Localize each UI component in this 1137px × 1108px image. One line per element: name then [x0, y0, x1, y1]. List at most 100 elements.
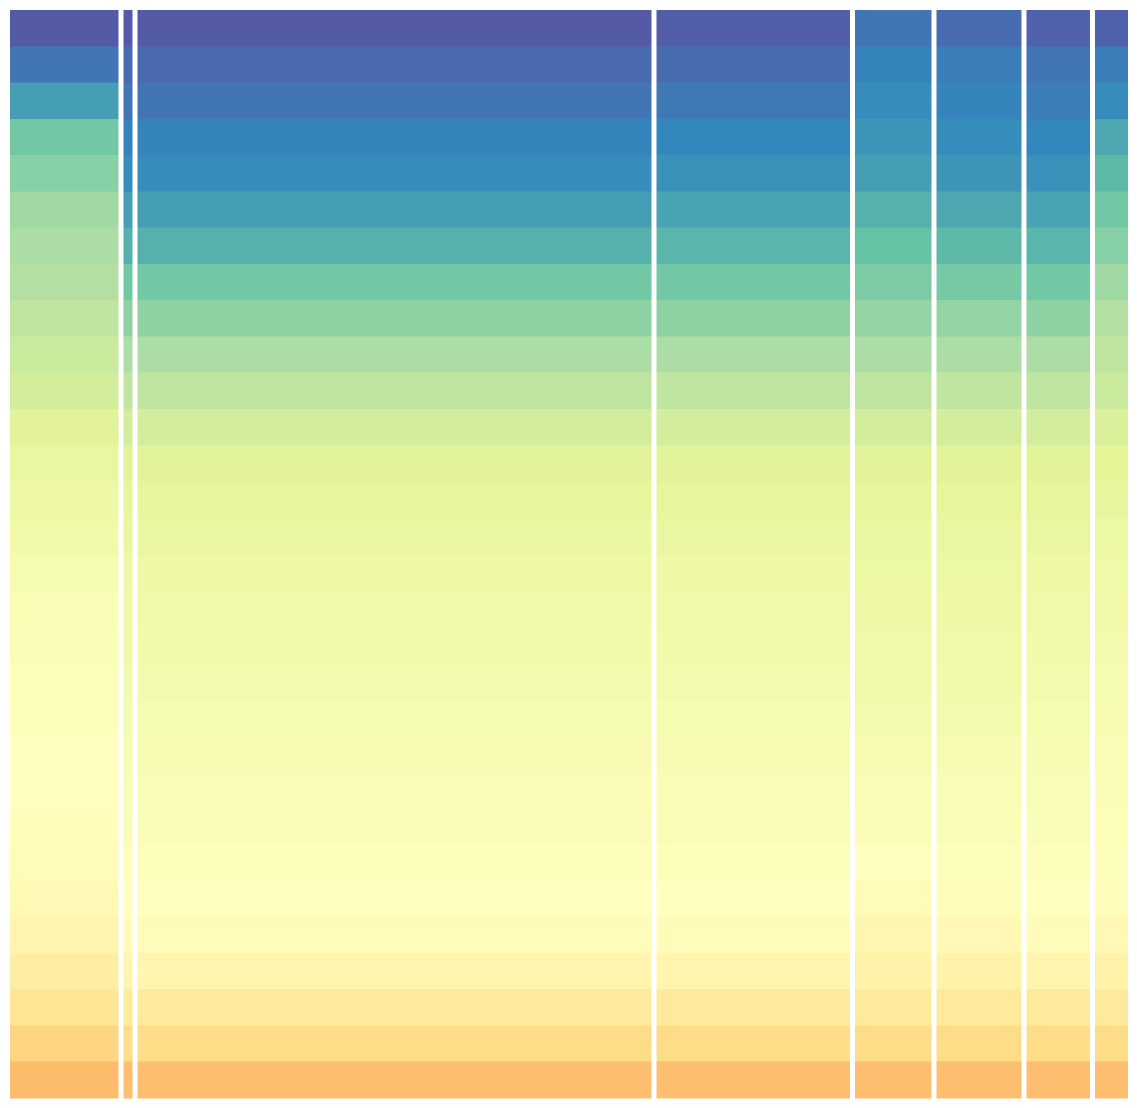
heatmap-cell — [936, 336, 1022, 374]
heatmap-cell — [10, 155, 119, 192]
heatmap-cell — [1094, 807, 1128, 845]
heatmap-cell — [1026, 155, 1090, 192]
heatmap-cell — [1094, 952, 1128, 990]
heatmap-cell — [123, 880, 133, 918]
heatmap-cell — [936, 626, 1022, 664]
heatmap-cell — [855, 807, 932, 845]
heatmap-cell — [137, 807, 652, 845]
heatmap-cell — [1094, 844, 1128, 881]
heatmap-cell — [1026, 590, 1090, 628]
heatmap-cell — [1026, 1061, 1090, 1099]
heatmap-cell — [1026, 952, 1090, 990]
heatmap-cell — [936, 300, 1022, 337]
heatmap-cell — [137, 82, 652, 120]
heatmap-cell — [936, 554, 1022, 591]
heatmap-cell — [137, 191, 652, 229]
heatmap-cell — [137, 916, 652, 954]
heatmap-cell — [1026, 735, 1090, 773]
heatmap-cell — [656, 662, 851, 700]
heatmap-cell — [137, 481, 652, 519]
heatmap-cell — [855, 626, 932, 664]
heatmap-cell — [936, 1025, 1022, 1063]
heatmap-cell — [1094, 916, 1128, 954]
heatmap-cell — [10, 300, 119, 337]
heatmap-cell — [656, 336, 851, 374]
heatmap-cell — [1094, 1061, 1128, 1099]
heatmap-cell — [855, 46, 932, 84]
heatmap-cell — [123, 517, 133, 555]
heatmap-cell — [1094, 989, 1128, 1026]
heatmap-cell — [123, 372, 133, 410]
heatmap-cell — [936, 118, 1022, 156]
heatmap-cell — [10, 1061, 119, 1099]
heatmap-cell — [137, 263, 652, 301]
heatmap-cell — [855, 916, 932, 954]
heatmap-cell — [855, 155, 932, 192]
heatmap-cell — [10, 372, 119, 410]
heatmap-cell — [123, 844, 133, 881]
heatmap-cell — [137, 517, 652, 555]
heatmap-cell — [1094, 227, 1128, 265]
heatmap-cell — [855, 662, 932, 700]
heatmap-cell — [10, 481, 119, 519]
heatmap-cell — [123, 336, 133, 374]
heatmap-cell — [855, 372, 932, 410]
heatmap-cell — [936, 844, 1022, 881]
heatmap-cell — [137, 445, 652, 482]
heatmap-cell — [123, 590, 133, 628]
heatmap-cell — [1026, 300, 1090, 337]
heatmap-cell — [137, 989, 652, 1026]
heatmap-cell — [1026, 82, 1090, 120]
heatmap-cell — [1094, 372, 1128, 410]
heatmap-cell — [137, 408, 652, 446]
heatmap-cell — [1026, 880, 1090, 918]
heatmap-cell — [10, 626, 119, 664]
heatmap-cell — [936, 952, 1022, 990]
heatmap-cell — [1094, 699, 1128, 736]
heatmap-cell — [1094, 10, 1128, 47]
heatmap-cell — [1026, 10, 1090, 47]
heatmap-cell — [10, 554, 119, 591]
heatmap-cell — [656, 46, 851, 84]
heatmap-cell — [1026, 626, 1090, 664]
heatmap-cell — [656, 155, 851, 192]
heatmap-cell — [1026, 989, 1090, 1026]
heatmap-cell — [1094, 735, 1128, 773]
heatmap-cell — [656, 1025, 851, 1063]
heatmap-cell — [1026, 517, 1090, 555]
heatmap-cell — [656, 300, 851, 337]
heatmap-cell — [10, 807, 119, 845]
heatmap-cell — [10, 916, 119, 954]
heatmap-cell — [1094, 408, 1128, 446]
heatmap-cell — [855, 880, 932, 918]
heatmap-cell — [10, 1025, 119, 1063]
heatmap-cell — [936, 372, 1022, 410]
heatmap-cell — [10, 590, 119, 628]
heatmap-cell — [1026, 46, 1090, 84]
heatmap-cell — [137, 590, 652, 628]
heatmap-cell — [10, 445, 119, 482]
heatmap-cell — [123, 554, 133, 591]
heatmap-cell — [10, 336, 119, 374]
heatmap-cell — [855, 952, 932, 990]
heatmap-cell — [936, 662, 1022, 700]
heatmap-cell — [855, 699, 932, 736]
heatmap-cell — [123, 807, 133, 845]
heatmap-cell — [10, 191, 119, 229]
heatmap-cell — [1026, 699, 1090, 736]
heatmap-cell — [656, 372, 851, 410]
heatmap-cell — [656, 1061, 851, 1099]
heatmap-cell — [137, 46, 652, 84]
heatmap-cell — [855, 844, 932, 881]
heatmap-cell — [10, 989, 119, 1026]
heatmap-cell — [1094, 46, 1128, 84]
heatmap-cell — [123, 82, 133, 120]
heatmap-cell — [656, 408, 851, 446]
heatmap-cell — [137, 118, 652, 156]
heatmap-cell — [656, 771, 851, 809]
heatmap-cell — [1026, 481, 1090, 519]
heatmap-cell — [656, 807, 851, 845]
heatmap-cell — [1094, 662, 1128, 700]
heatmap-cell — [123, 662, 133, 700]
